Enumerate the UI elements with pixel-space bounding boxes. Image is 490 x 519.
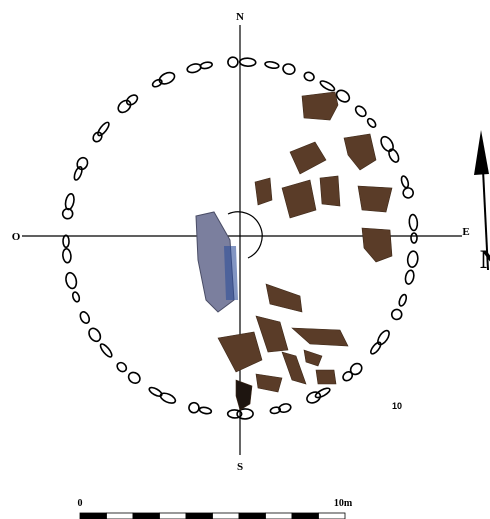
stone bbox=[269, 406, 282, 415]
stone bbox=[278, 403, 292, 414]
stone bbox=[390, 308, 403, 321]
center-arc bbox=[227, 211, 263, 259]
slab-detail bbox=[224, 246, 238, 300]
stone bbox=[264, 60, 280, 70]
scale-segment bbox=[265, 512, 293, 519]
stone bbox=[380, 135, 394, 153]
stone bbox=[404, 269, 415, 285]
scale-segment bbox=[291, 512, 319, 519]
stone bbox=[62, 247, 72, 264]
scale-segment bbox=[318, 512, 346, 519]
fragment bbox=[315, 369, 337, 385]
stone bbox=[349, 362, 363, 376]
east-label: E bbox=[462, 226, 469, 238]
fragment bbox=[319, 175, 341, 207]
scale-segment bbox=[106, 512, 134, 519]
stone bbox=[64, 192, 75, 211]
fragment bbox=[217, 331, 263, 373]
fragment bbox=[361, 227, 393, 263]
stone bbox=[306, 391, 322, 404]
stone bbox=[236, 408, 254, 420]
stone bbox=[408, 213, 419, 232]
stone bbox=[92, 131, 103, 143]
stone-slab bbox=[195, 211, 235, 313]
stone bbox=[406, 250, 419, 268]
stone bbox=[335, 89, 351, 103]
scale-segment bbox=[212, 512, 240, 519]
fragment bbox=[301, 91, 339, 121]
stone bbox=[117, 99, 132, 114]
fragment bbox=[281, 351, 307, 385]
fragment bbox=[289, 141, 327, 175]
plot-number: 10 bbox=[392, 401, 402, 411]
stone bbox=[127, 371, 141, 384]
stone bbox=[188, 401, 200, 414]
stone bbox=[62, 234, 70, 249]
fragment bbox=[235, 379, 253, 411]
stone bbox=[88, 327, 102, 343]
stone bbox=[148, 386, 163, 397]
scale-segment bbox=[132, 512, 160, 519]
stone bbox=[158, 71, 176, 85]
fragment bbox=[255, 373, 283, 393]
fragment bbox=[303, 349, 323, 367]
scale-segment bbox=[238, 512, 266, 519]
stone bbox=[226, 409, 243, 419]
arrow-head bbox=[474, 130, 489, 175]
scale-segment bbox=[159, 512, 187, 519]
stone bbox=[79, 311, 91, 324]
south-label: S bbox=[237, 461, 243, 473]
west-label: O bbox=[12, 231, 21, 243]
stone bbox=[398, 293, 408, 307]
stone bbox=[76, 156, 89, 171]
arrow-label: N bbox=[480, 245, 490, 274]
stone bbox=[354, 105, 367, 118]
fragment bbox=[291, 327, 349, 347]
stone bbox=[198, 406, 213, 415]
scale-segment bbox=[79, 512, 107, 519]
fragment bbox=[281, 179, 317, 219]
scale-segment bbox=[185, 512, 213, 519]
fragment bbox=[265, 283, 303, 313]
stone bbox=[97, 121, 110, 137]
stone bbox=[342, 371, 354, 382]
stone bbox=[227, 56, 239, 68]
north-arrow: N bbox=[474, 130, 490, 274]
stone bbox=[199, 61, 213, 70]
stone-ring bbox=[61, 56, 419, 420]
finds bbox=[217, 91, 393, 411]
stone bbox=[314, 387, 331, 399]
scale-start: 0 bbox=[78, 498, 83, 509]
stone bbox=[402, 187, 414, 199]
fragment bbox=[343, 133, 377, 171]
stone bbox=[159, 392, 177, 404]
stone bbox=[71, 291, 81, 303]
stone bbox=[282, 63, 296, 75]
stone bbox=[366, 117, 377, 128]
fragment bbox=[255, 315, 289, 353]
stone bbox=[116, 361, 128, 373]
stone bbox=[99, 343, 113, 358]
stone bbox=[377, 329, 390, 346]
fragment bbox=[254, 177, 273, 206]
stone bbox=[388, 148, 400, 163]
stone bbox=[400, 175, 410, 189]
stone bbox=[303, 71, 315, 82]
stone bbox=[73, 165, 83, 181]
stone bbox=[410, 232, 418, 244]
scale-end: 10m bbox=[334, 498, 353, 509]
stone bbox=[151, 78, 163, 88]
scale-bar bbox=[79, 512, 346, 519]
stone bbox=[65, 271, 78, 290]
stone bbox=[370, 341, 382, 355]
north-label: N bbox=[236, 11, 244, 23]
stone bbox=[186, 63, 202, 74]
fragment bbox=[357, 185, 393, 213]
stone bbox=[319, 80, 336, 92]
stone bbox=[125, 94, 139, 106]
stone bbox=[238, 57, 257, 67]
